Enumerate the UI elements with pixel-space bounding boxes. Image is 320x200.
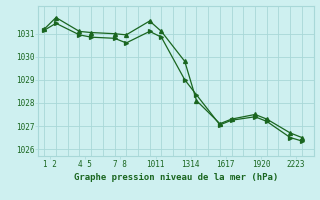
- X-axis label: Graphe pression niveau de la mer (hPa): Graphe pression niveau de la mer (hPa): [74, 173, 278, 182]
